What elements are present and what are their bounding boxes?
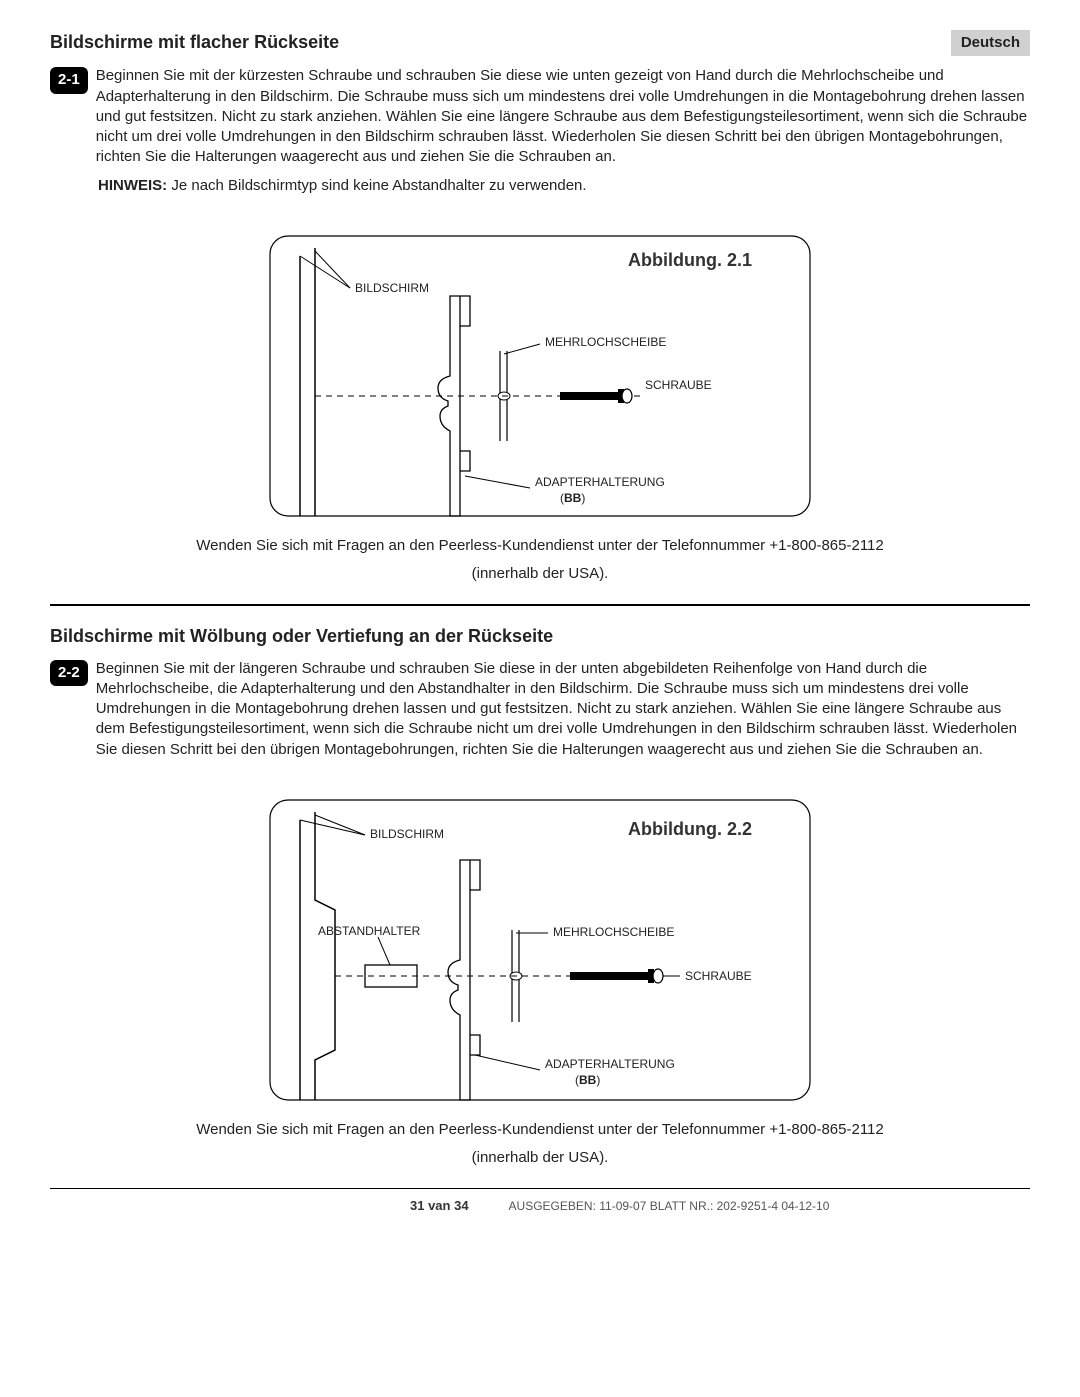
footer-page-number: 31 van 34 bbox=[410, 1197, 469, 1215]
hint-2-1: HINWEIS: Je nach Bildschirmtyp sind kein… bbox=[98, 176, 1030, 196]
language-badge: Deutsch bbox=[951, 30, 1030, 56]
step-number-2-1: 2-1 bbox=[50, 67, 88, 93]
page-footer: 31 van 34 AUSGEGEBEN: 11-09-07 BLATT NR.… bbox=[50, 1197, 1030, 1215]
caption-2-2-line1: Wenden Sie sich mit Fragen an den Peerle… bbox=[50, 1120, 1030, 1140]
section-divider bbox=[50, 604, 1030, 606]
hint-text: Je nach Bildschirmtyp sind keine Abstand… bbox=[167, 177, 586, 194]
figure-2-1-title: Abbildung. 2.1 bbox=[628, 250, 752, 270]
figure-2-2: Abbildung. 2.2 BILDSCHIRM ABSTANDHALTER … bbox=[50, 790, 1030, 1110]
footer-divider bbox=[50, 1188, 1030, 1189]
label-adapterhalterung-2: ADAPTERHALTERUNG bbox=[545, 1057, 675, 1071]
figure-2-1: Abbildung. 2.1 BILDSCHIRM ADAPTERHALTERU… bbox=[50, 226, 1030, 526]
label-bildschirm-2: BILDSCHIRM bbox=[370, 827, 444, 841]
step-text-2-2: Beginnen Sie mit der längeren Schraube u… bbox=[96, 659, 1030, 760]
hint-label: HINWEIS: bbox=[98, 177, 167, 194]
caption-2-1-line2: (innerhalb der USA). bbox=[50, 564, 1030, 584]
section2-title: Bildschirme mit Wölbung oder Vertiefung … bbox=[50, 624, 1030, 648]
label-mehrlochscheibe-1: MEHRLOCHSCHEIBE bbox=[545, 335, 666, 349]
step-text-2-1: Beginnen Sie mit der kürzesten Schraube … bbox=[96, 66, 1030, 167]
label-schraube-2: SCHRAUBE bbox=[685, 969, 752, 983]
label-adapterhalterung-1: ADAPTERHALTERUNG bbox=[535, 475, 665, 489]
label-schraube-1: SCHRAUBE bbox=[645, 378, 712, 392]
label-mehrlochscheibe-2: MEHRLOCHSCHEIBE bbox=[553, 925, 674, 939]
caption-2-1-line1: Wenden Sie sich mit Fragen an den Peerle… bbox=[50, 536, 1030, 556]
label-bb-1: (BB) bbox=[560, 491, 585, 505]
footer-meta: AUSGEGEBEN: 11-09-07 BLATT NR.: 202-9251… bbox=[509, 1198, 830, 1214]
figure-2-2-title: Abbildung. 2.2 bbox=[628, 819, 752, 839]
label-abstandhalter-2: ABSTANDHALTER bbox=[318, 924, 421, 938]
section1-title: Bildschirme mit flacher Rückseite bbox=[50, 30, 339, 54]
label-bb-2: (BB) bbox=[575, 1073, 600, 1087]
caption-2-2-line2: (innerhalb der USA). bbox=[50, 1148, 1030, 1168]
step-number-2-2: 2-2 bbox=[50, 660, 88, 686]
label-bildschirm-1: BILDSCHIRM bbox=[355, 281, 429, 295]
